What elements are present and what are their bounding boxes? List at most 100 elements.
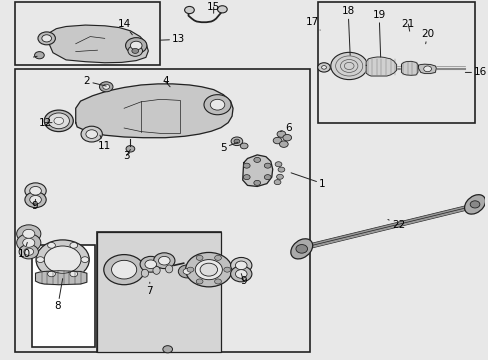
Circle shape	[70, 271, 78, 277]
Circle shape	[125, 38, 146, 53]
Circle shape	[423, 66, 430, 72]
Circle shape	[224, 267, 230, 272]
Text: 17: 17	[305, 17, 320, 30]
Circle shape	[35, 51, 44, 59]
Text: 6: 6	[280, 123, 291, 133]
Circle shape	[214, 279, 221, 284]
Ellipse shape	[158, 256, 170, 265]
Ellipse shape	[81, 126, 102, 142]
Ellipse shape	[30, 195, 41, 204]
Ellipse shape	[19, 244, 39, 259]
Text: 16: 16	[465, 67, 487, 77]
Text: 10: 10	[18, 242, 30, 258]
Circle shape	[37, 257, 44, 262]
Ellipse shape	[195, 260, 222, 280]
Ellipse shape	[103, 255, 144, 285]
Text: 21: 21	[401, 19, 414, 31]
Ellipse shape	[153, 266, 160, 274]
Circle shape	[234, 139, 239, 143]
Circle shape	[275, 162, 282, 167]
Text: 12: 12	[39, 118, 52, 128]
Ellipse shape	[86, 130, 97, 138]
Text: 3: 3	[123, 149, 130, 161]
Ellipse shape	[178, 265, 195, 278]
Polygon shape	[366, 57, 396, 76]
Circle shape	[282, 135, 291, 141]
Circle shape	[42, 35, 51, 42]
Circle shape	[330, 52, 367, 80]
Ellipse shape	[48, 113, 69, 129]
Ellipse shape	[22, 238, 35, 247]
Text: 15: 15	[206, 2, 220, 13]
Text: 9: 9	[31, 199, 38, 211]
Bar	[97, 232, 221, 352]
Circle shape	[276, 174, 283, 179]
Circle shape	[253, 180, 260, 185]
Circle shape	[184, 6, 194, 14]
Ellipse shape	[30, 186, 41, 195]
Circle shape	[163, 346, 172, 353]
Circle shape	[126, 145, 135, 152]
Ellipse shape	[183, 269, 190, 274]
Circle shape	[130, 41, 142, 50]
Circle shape	[240, 143, 247, 149]
Ellipse shape	[25, 192, 46, 208]
Ellipse shape	[235, 261, 246, 270]
Ellipse shape	[203, 95, 231, 115]
Ellipse shape	[17, 225, 41, 243]
Circle shape	[217, 6, 227, 13]
Circle shape	[277, 131, 285, 137]
Circle shape	[317, 63, 329, 72]
Bar	[32, 244, 95, 347]
Ellipse shape	[140, 256, 161, 272]
Ellipse shape	[44, 246, 81, 273]
Polygon shape	[242, 155, 272, 186]
Ellipse shape	[44, 110, 73, 132]
Circle shape	[295, 244, 307, 253]
Ellipse shape	[290, 239, 312, 259]
Text: 7: 7	[146, 282, 153, 296]
Circle shape	[243, 163, 250, 168]
Ellipse shape	[22, 229, 35, 238]
Polygon shape	[401, 61, 417, 75]
Bar	[97, 232, 221, 352]
Circle shape	[70, 243, 78, 248]
Ellipse shape	[230, 257, 251, 273]
Bar	[15, 69, 310, 352]
Polygon shape	[49, 25, 148, 63]
Text: 11: 11	[98, 135, 111, 151]
Circle shape	[321, 66, 326, 69]
Ellipse shape	[230, 266, 251, 282]
Circle shape	[264, 163, 270, 168]
Circle shape	[47, 271, 55, 277]
Circle shape	[469, 201, 479, 208]
Circle shape	[214, 255, 221, 260]
Circle shape	[253, 157, 260, 162]
Ellipse shape	[50, 114, 67, 127]
Text: 13: 13	[160, 35, 185, 44]
Circle shape	[273, 137, 282, 144]
Circle shape	[47, 243, 55, 248]
Ellipse shape	[102, 84, 109, 89]
Text: 2: 2	[83, 76, 106, 86]
Ellipse shape	[99, 82, 113, 92]
Polygon shape	[418, 64, 435, 73]
Ellipse shape	[17, 234, 41, 252]
Circle shape	[186, 267, 193, 272]
Circle shape	[264, 175, 270, 180]
Ellipse shape	[235, 270, 246, 278]
Ellipse shape	[165, 265, 172, 273]
Ellipse shape	[111, 260, 137, 279]
Circle shape	[278, 167, 284, 172]
Ellipse shape	[36, 240, 89, 279]
Circle shape	[196, 255, 203, 260]
Circle shape	[200, 263, 217, 276]
Bar	[15, 3, 160, 65]
Ellipse shape	[185, 252, 232, 287]
Ellipse shape	[464, 195, 485, 214]
Circle shape	[231, 137, 242, 145]
Ellipse shape	[54, 117, 63, 125]
Circle shape	[274, 180, 281, 185]
Circle shape	[128, 45, 142, 56]
Ellipse shape	[153, 253, 175, 269]
